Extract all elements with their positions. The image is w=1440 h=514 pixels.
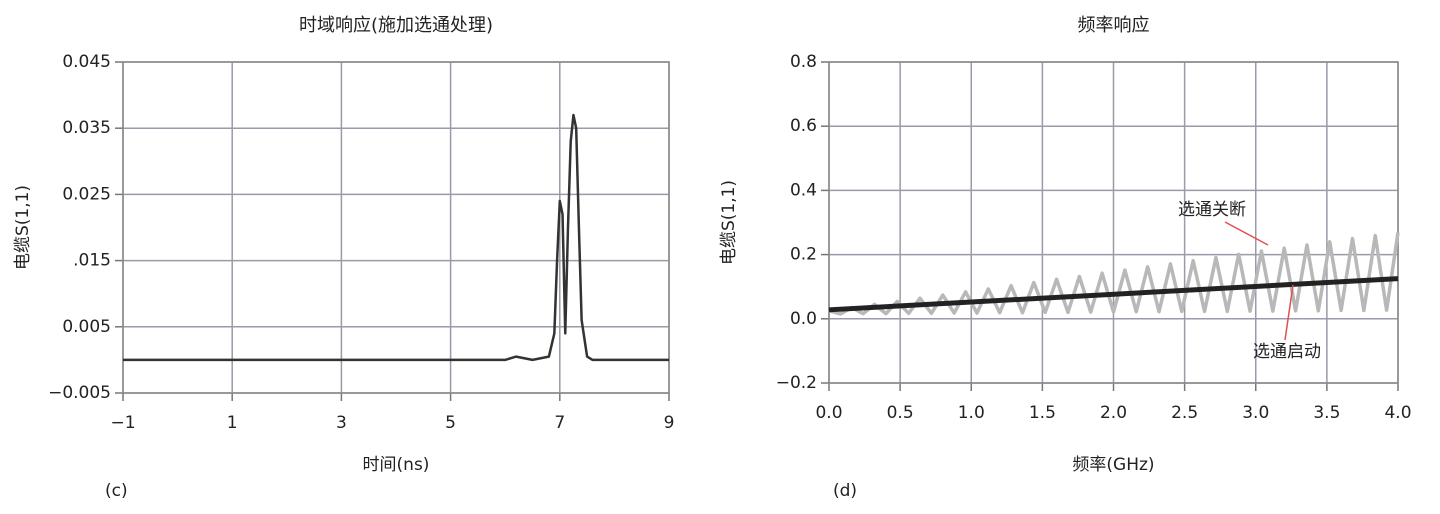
x-tick-label: 3.0: [1242, 403, 1269, 423]
data-line: [123, 113, 669, 362]
plot-frame: [122, 61, 670, 394]
y-tick-label: 0.0: [790, 309, 817, 329]
y-tick-label: 0.035: [62, 118, 111, 138]
series-annotation: 选通启动: [1253, 342, 1321, 362]
x-tick-label: 1.5: [1029, 403, 1056, 423]
y-tick-label: 0.4: [790, 180, 817, 200]
y-tick-label: 0.8: [790, 52, 817, 72]
y-tick-label: −0.005: [48, 383, 111, 403]
x-tick-label: 0.5: [887, 403, 914, 423]
y-tick-label: 0.2: [790, 245, 817, 265]
x-tick-label: 2.5: [1171, 403, 1198, 423]
y-tick-label: 0.6: [790, 116, 817, 136]
x-tick-label: 1: [227, 413, 238, 433]
x-axis-label: 频率(GHz): [1072, 455, 1154, 475]
x-tick-label: 0.0: [815, 403, 842, 423]
x-tick-label: 3: [336, 413, 347, 433]
y-tick-label: 0.045: [62, 52, 111, 72]
y-tick-label: .015: [73, 251, 111, 271]
x-tick-label: −1: [110, 413, 135, 433]
x-tick-label: 7: [554, 413, 565, 433]
plot-frame: [828, 61, 1399, 384]
series-annotation: 选通关断: [1178, 200, 1246, 220]
data-line: [828, 276, 1399, 313]
y-axis-label: 电缆S(1,1): [13, 185, 33, 270]
caption: (d): [833, 481, 857, 501]
y-tick-label: −0.2: [776, 373, 817, 393]
x-tick-label: 9: [664, 413, 675, 433]
y-tick-label: 0.005: [62, 317, 111, 337]
x-tick-label: 5: [445, 413, 456, 433]
annotation-arrow: [1284, 284, 1294, 341]
x-axis-label: 时间(ns): [363, 455, 430, 475]
x-tick-label: 3.5: [1313, 403, 1340, 423]
chart-title: 频率响应: [1078, 15, 1150, 36]
x-tick-label: 1.0: [958, 403, 985, 423]
annotation-arrow: [1224, 221, 1269, 246]
x-tick-label: 4.0: [1384, 403, 1411, 423]
chart-title: 时域响应(施加选通处理): [299, 15, 493, 36]
y-axis-label: 电缆S(1,1): [719, 180, 739, 265]
y-tick-label: 0.025: [62, 184, 111, 204]
caption: (c): [105, 481, 128, 501]
x-tick-label: 2.0: [1100, 403, 1127, 423]
